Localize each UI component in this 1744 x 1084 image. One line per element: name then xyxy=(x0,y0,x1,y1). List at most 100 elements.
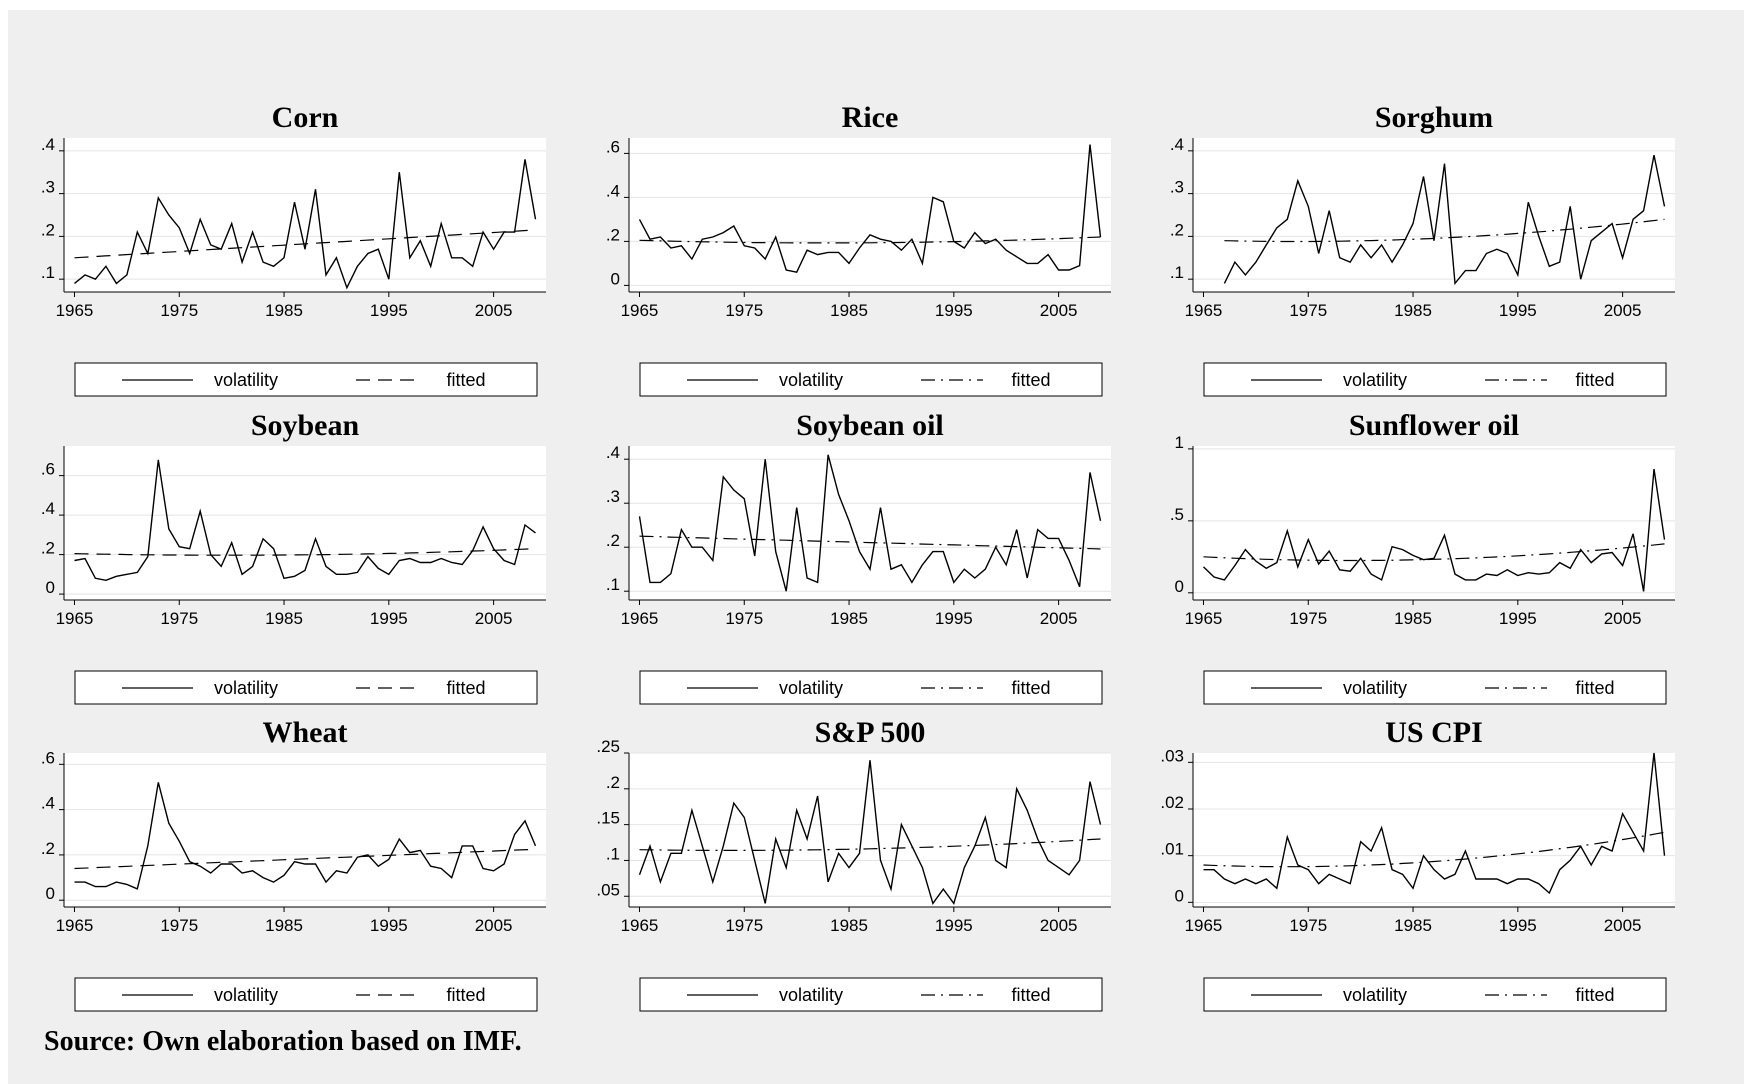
chart-title: S&P 500 xyxy=(815,716,926,749)
y-tick-label: .1 xyxy=(606,844,620,863)
x-tick-label: 2005 xyxy=(1604,301,1642,320)
y-tick-label: 0 xyxy=(46,578,55,597)
legend: volatility fitted xyxy=(74,362,538,397)
legend-label-fitted: fitted xyxy=(1575,678,1614,698)
x-tick-label: 1995 xyxy=(935,301,973,320)
x-tick-label: 1965 xyxy=(56,301,94,320)
x-tick-label: 1965 xyxy=(56,916,94,935)
y-tick-label: .6 xyxy=(41,748,55,767)
chart-svg: Rice 0 .2 .4 .6 1965 1975 1985 1995 2005 volatilit… xyxy=(606,101,1111,397)
legend: volatility fitted xyxy=(1203,362,1667,397)
y-tick-label: 0 xyxy=(46,884,55,903)
x-tick-label: 1985 xyxy=(265,609,303,628)
x-tick-label: 1995 xyxy=(1499,301,1537,320)
y-tick-label: 0 xyxy=(611,269,620,288)
y-tick-label: .4 xyxy=(41,794,55,813)
x-tick-label: 1965 xyxy=(621,916,659,935)
x-tick-label: 1975 xyxy=(725,916,763,935)
y-tick-label: .5 xyxy=(1170,505,1184,524)
x-tick-label: 1985 xyxy=(265,301,303,320)
x-tick-label: 2005 xyxy=(475,301,513,320)
fitted-line xyxy=(1203,543,1665,562)
legend: volatility fitted xyxy=(1203,977,1667,1012)
chart-svg: US CPI 0 .01 .02 .03 1965 1975 1985 1995 2005 vola… xyxy=(1160,716,1675,1012)
x-tick-label: 2005 xyxy=(1604,609,1642,628)
y-tick-label: .2 xyxy=(606,773,620,792)
plot-area xyxy=(64,753,546,907)
x-tick-label: 1965 xyxy=(1185,301,1223,320)
x-tick-label: 1965 xyxy=(1185,609,1223,628)
fitted-line xyxy=(1203,831,1665,868)
y-tick-label: .2 xyxy=(1170,220,1184,239)
x-tick-label: 1985 xyxy=(1394,609,1432,628)
y-tick-label: .25 xyxy=(596,737,620,756)
fitted-line xyxy=(1224,218,1665,243)
y-tick-label: .2 xyxy=(41,839,55,858)
legend-label-volatility: volatility xyxy=(1343,370,1407,390)
volatility-line xyxy=(74,782,537,890)
legend-label-fitted: fitted xyxy=(446,678,485,698)
y-tick-label: .02 xyxy=(1160,793,1184,812)
x-tick-label: 1975 xyxy=(160,609,198,628)
legend-label-volatility: volatility xyxy=(779,678,843,698)
y-tick-label: .2 xyxy=(606,225,620,244)
x-tick-label: 2005 xyxy=(1040,916,1078,935)
chart-title: Sorghum xyxy=(1375,101,1493,134)
chart-svg: Sunflower oil 0 .5 1 1965 1975 1985 1995 2005 vol… xyxy=(1170,409,1675,705)
x-tick-label: 1995 xyxy=(370,609,408,628)
x-tick-label: 1975 xyxy=(160,916,198,935)
x-tick-label: 1965 xyxy=(56,609,94,628)
x-tick-label: 1965 xyxy=(621,301,659,320)
x-tick-label: 2005 xyxy=(1040,609,1078,628)
fitted-line xyxy=(639,236,1101,244)
x-tick-label: 1975 xyxy=(1289,609,1327,628)
plot-area xyxy=(1193,753,1675,907)
x-tick-label: 1985 xyxy=(1394,916,1432,935)
fitted-line xyxy=(74,229,536,259)
chart-panel: Wheat 0 .2 .4 .6 1965 1975 1985 1995 2005 volatili… xyxy=(8,715,570,1015)
volatility-line xyxy=(1203,752,1666,895)
x-tick-label: 1995 xyxy=(935,916,973,935)
x-tick-label: 1985 xyxy=(830,609,868,628)
plot-area xyxy=(64,446,546,600)
legend: volatility fitted xyxy=(74,670,538,705)
x-tick-label: 1975 xyxy=(725,301,763,320)
x-tick-label: 1975 xyxy=(1289,301,1327,320)
x-tick-label: 1995 xyxy=(1499,916,1537,935)
x-tick-label: 2005 xyxy=(1604,916,1642,935)
legend-label-fitted: fitted xyxy=(446,370,485,390)
legend: volatility fitted xyxy=(1203,670,1667,705)
x-tick-label: 1995 xyxy=(1499,609,1537,628)
legend-label-fitted: fitted xyxy=(446,985,485,1005)
y-tick-label: .2 xyxy=(606,531,620,550)
chart-title: Corn xyxy=(272,101,339,134)
y-tick-label: .4 xyxy=(606,443,620,462)
y-tick-label: .4 xyxy=(41,499,55,518)
x-tick-label: 1975 xyxy=(160,301,198,320)
plot-area xyxy=(1193,138,1675,292)
volatility-line xyxy=(638,454,1102,592)
legend: volatility fitted xyxy=(639,977,1103,1012)
chart-title: Sunflower oil xyxy=(1349,409,1519,442)
chart-panel: Rice 0 .2 .4 .6 1965 1975 1985 1995 2005 volatilit… xyxy=(573,100,1135,400)
y-tick-label: .05 xyxy=(596,880,620,899)
legend-label-fitted: fitted xyxy=(1011,370,1050,390)
volatility-line xyxy=(1223,154,1666,286)
y-tick-label: .3 xyxy=(41,178,55,197)
chart-title: Rice xyxy=(842,101,899,134)
y-tick-label: 0 xyxy=(1175,577,1184,596)
legend-label-volatility: volatility xyxy=(779,370,843,390)
x-tick-label: 1965 xyxy=(621,609,659,628)
y-tick-label: .4 xyxy=(41,135,55,154)
chart-panel: Sunflower oil 0 .5 1 1965 1975 1985 1995 2005 vol… xyxy=(1137,408,1699,708)
y-tick-label: .3 xyxy=(606,487,620,506)
legend-label-volatility: volatility xyxy=(1343,678,1407,698)
volatility-line xyxy=(1203,468,1666,592)
x-tick-label: 1985 xyxy=(830,301,868,320)
y-tick-label: .01 xyxy=(1160,840,1184,859)
chart-svg: S&P 500 .05 .1 .15 .2 .25 1965 1975 1985 1995 2005… xyxy=(596,716,1111,1012)
x-tick-label: 1985 xyxy=(830,916,868,935)
legend: volatility fitted xyxy=(74,977,538,1012)
fitted-line xyxy=(639,838,1101,851)
